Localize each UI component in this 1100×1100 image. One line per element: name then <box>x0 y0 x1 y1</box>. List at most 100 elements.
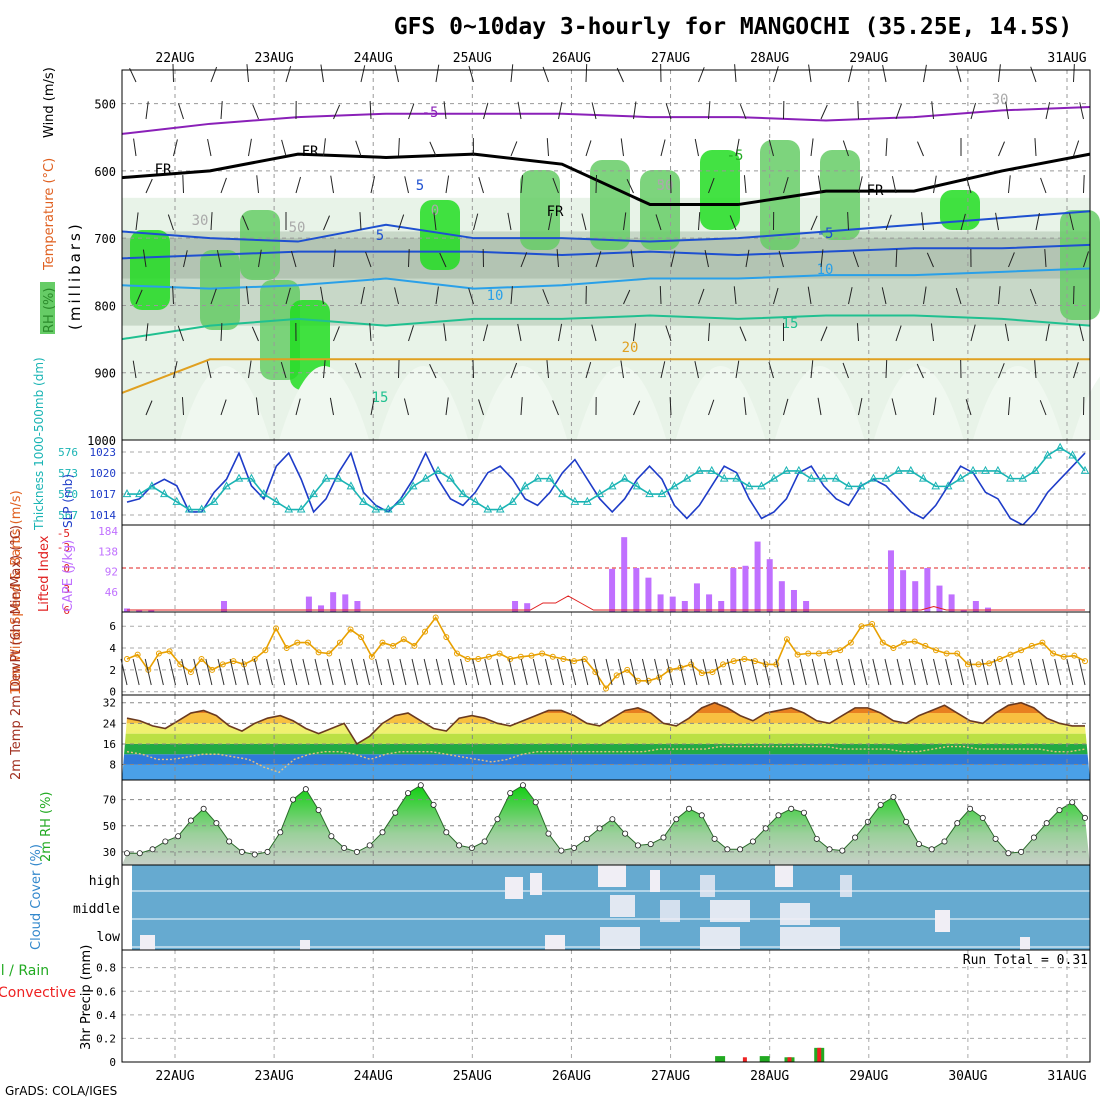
temp-band <box>122 733 1090 744</box>
thickness-point <box>508 496 518 505</box>
rh-point <box>890 794 897 801</box>
upper-wind-barb <box>1039 400 1047 416</box>
wind-barb <box>193 658 201 686</box>
wind-barb <box>835 658 843 686</box>
upper-wind-barb <box>355 140 362 157</box>
thickness-point <box>1068 450 1077 459</box>
upper-wind-barb <box>177 325 184 342</box>
p-wind-ytick: 4 <box>109 642 116 655</box>
wind-barb <box>690 658 698 686</box>
rh-point <box>443 829 450 836</box>
thickness-point <box>533 473 542 482</box>
rh-point <box>558 847 565 854</box>
rh-point <box>302 786 309 793</box>
cape-bar <box>936 585 943 612</box>
cloud-block <box>530 873 542 895</box>
upper-wind-barb <box>885 138 888 157</box>
wind-point <box>645 677 652 684</box>
isotherm-15 <box>121 314 1091 341</box>
upper-wind-barb <box>735 138 740 157</box>
cape-bar <box>342 594 349 612</box>
thickness-point <box>670 481 679 490</box>
rh-point <box>673 816 680 823</box>
upper-wind-barb <box>783 398 789 416</box>
cloud-block <box>598 865 626 887</box>
wind-point <box>539 650 546 657</box>
upper-wind-barb <box>1030 66 1037 83</box>
thickness-point <box>209 496 219 505</box>
rh-blob <box>240 210 280 280</box>
wind-barb <box>1042 658 1050 686</box>
thickness-point <box>744 481 754 490</box>
upper-wind-barb <box>173 361 178 379</box>
upper-wind-barb <box>768 361 774 379</box>
upper-wind-barb <box>510 362 518 379</box>
precip-ylabel: 3hr Precip (mm) <box>79 945 94 1050</box>
li-ytick: 0 <box>63 562 70 575</box>
upper-wind-barb <box>520 175 524 194</box>
thickness-point <box>856 481 866 490</box>
wind-barb <box>132 658 140 686</box>
upper-wind-barb <box>1045 102 1051 120</box>
wind-point <box>124 655 130 662</box>
wind-point <box>1050 650 1057 657</box>
wind-point <box>1082 658 1088 665</box>
upper-wind-barb <box>970 102 977 120</box>
wind-point <box>507 655 514 662</box>
contour-label: FR <box>155 162 172 178</box>
cape-ytick: 184 <box>98 525 118 538</box>
upper-wind-barb <box>633 400 641 416</box>
wind-ylabel: 10m Wind Speed & Barbs (m/s) <box>9 490 24 695</box>
upper-wind-barb <box>468 288 474 305</box>
rh-blob <box>520 170 560 250</box>
rh-point <box>915 841 922 848</box>
thickness-point <box>894 465 903 474</box>
thickness-point <box>869 473 878 482</box>
upper-wind-barb <box>665 325 672 342</box>
contour-label: 30 <box>992 92 1009 108</box>
upper-wind-barb <box>739 104 747 120</box>
upper-wind-barb <box>323 215 330 231</box>
upper-wind-barb <box>923 286 927 305</box>
wind-point <box>720 661 727 668</box>
upper-wind-barb <box>333 326 340 342</box>
thickness-point <box>1080 465 1090 474</box>
precip-ylabels: Total / Rain Convective 3hr Precip (mm) … <box>0 945 1088 1050</box>
upper-wind-barb <box>242 215 249 231</box>
wind-point <box>464 655 471 662</box>
upper-wind-barb <box>285 287 291 305</box>
wind-point <box>273 625 280 632</box>
wind-barb <box>787 658 795 686</box>
wind-point <box>1071 652 1078 659</box>
upper-wind-barb <box>810 360 814 379</box>
upper-wind-barb <box>173 139 178 157</box>
thickness-point <box>247 473 256 482</box>
cape-bar <box>730 567 737 612</box>
wind-point <box>698 670 705 677</box>
cape-ylabel: CAPE (J/kg) <box>61 540 76 612</box>
thickness-point <box>234 473 244 482</box>
rh-ytick: 50 <box>103 820 116 833</box>
upper-wind-barb <box>517 323 522 342</box>
upper-wind-barb <box>398 360 400 379</box>
upper-ylabel-temp: Temperature (°C) <box>42 158 57 271</box>
cape-bar <box>706 594 713 612</box>
thickness-point <box>483 504 493 513</box>
upper-wind-barb <box>930 323 934 342</box>
upper-wind-barb <box>820 249 824 268</box>
upper-wind-barb <box>1069 213 1074 231</box>
rh-point <box>571 845 578 852</box>
cloud-block <box>710 900 750 922</box>
upper-wind-barb <box>820 326 828 342</box>
rh-point <box>1043 820 1050 827</box>
upper-wind-barb <box>216 250 222 268</box>
thick-ytick: 576 <box>58 446 78 459</box>
thickness-point <box>309 489 318 498</box>
isotherm-FR <box>121 152 1091 207</box>
rh-ytick: 70 <box>103 794 116 807</box>
rh-point <box>954 820 961 827</box>
precip-total-bar <box>715 1056 726 1062</box>
wind-point <box>485 653 492 660</box>
rh-point <box>1056 807 1063 814</box>
